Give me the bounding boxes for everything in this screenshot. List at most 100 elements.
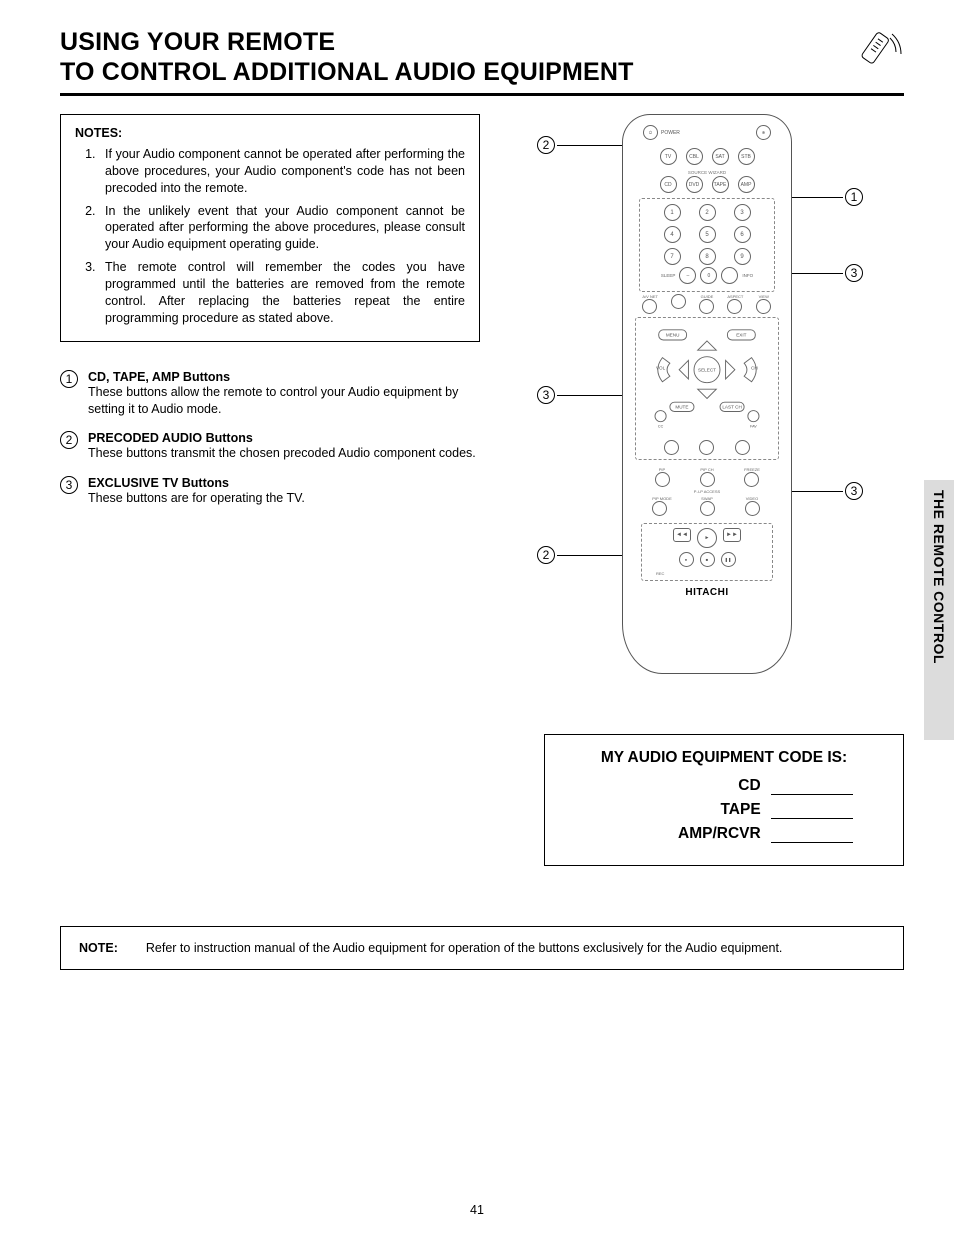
info-label: INFO bbox=[742, 273, 753, 278]
num-6-button: 6 bbox=[734, 226, 751, 243]
page-title: USING YOUR REMOTE TO CONTROL ADDITIONAL … bbox=[60, 28, 634, 87]
callout-3b: 3 bbox=[845, 482, 863, 500]
code-blank-cd[interactable] bbox=[771, 794, 853, 795]
pipmode-label: PIP MODE bbox=[652, 496, 672, 501]
small-btn bbox=[699, 440, 714, 455]
main-content: NOTES: If your Audio component cannot be… bbox=[60, 114, 904, 866]
pause-button: ❚❚ bbox=[721, 552, 736, 567]
mode-cd-button: CD bbox=[660, 176, 677, 193]
svg-text:CC: CC bbox=[658, 424, 664, 428]
view-label: VIEW bbox=[756, 294, 771, 299]
three-small-row bbox=[654, 440, 760, 455]
nav-cluster: MENU EXIT SELECT VOL CH MUTE LAST CH CC … bbox=[642, 324, 772, 434]
code-line-cd: CD bbox=[565, 777, 853, 795]
callout-line bbox=[787, 197, 843, 198]
definitions: 1 CD, TAPE, AMP Buttons These buttons al… bbox=[60, 370, 480, 508]
rec-label: REC bbox=[656, 571, 768, 576]
view-button bbox=[756, 299, 771, 314]
right-column: 2 1 3 3 3 2 bbox=[510, 114, 904, 866]
definition-body: EXCLUSIVE TV Buttons These buttons are f… bbox=[88, 476, 305, 507]
code-label-tape: TAPE bbox=[720, 801, 760, 818]
pip-button bbox=[655, 472, 670, 487]
bottom-note-box: NOTE: Refer to instruction manual of the… bbox=[60, 926, 904, 970]
bottom-note-label: NOTE: bbox=[79, 941, 118, 955]
callout-line bbox=[557, 145, 627, 146]
svg-text:MENU: MENU bbox=[666, 333, 680, 338]
info-button bbox=[721, 267, 738, 284]
definition-item: 3 EXCLUSIVE TV Buttons These buttons are… bbox=[60, 476, 480, 507]
side-tab-label: THE REMOTE CONTROL bbox=[931, 490, 947, 664]
mode-row-2: CD DVD TAPE AMP bbox=[633, 176, 781, 193]
svg-text:FAV: FAV bbox=[750, 424, 757, 428]
power-button: ⏻ bbox=[643, 125, 658, 140]
definition-text: These buttons transmit the chosen precod… bbox=[88, 445, 476, 462]
rec-button: ● bbox=[679, 552, 694, 567]
notes-box: NOTES: If your Audio component cannot be… bbox=[60, 114, 480, 342]
mode-amp-button: AMP bbox=[738, 176, 755, 193]
mode-sat-button: SAT bbox=[712, 148, 729, 165]
title-block: USING YOUR REMOTE TO CONTROL ADDITIONAL … bbox=[60, 28, 634, 87]
avnet-label: A/V NET bbox=[642, 294, 658, 299]
video-button bbox=[745, 501, 760, 516]
svg-text:SELECT: SELECT bbox=[698, 368, 716, 373]
remote-body: ⏻ POWER ✻ TV CBL SAT STB SOURCE WIZARD bbox=[622, 114, 792, 674]
sleep-row: SLEEP – 0 INFO bbox=[657, 267, 757, 284]
light-button: ✻ bbox=[756, 125, 771, 140]
code-line-tape: TAPE bbox=[565, 801, 853, 819]
transport-row-2: ● ■ ❚❚ bbox=[646, 552, 768, 567]
feat-button bbox=[671, 294, 686, 309]
callout-3-left: 3 bbox=[537, 386, 555, 404]
definition-title: EXCLUSIVE TV Buttons bbox=[88, 476, 305, 490]
bottom-note-text: Refer to instruction manual of the Audio… bbox=[146, 941, 783, 955]
page-header: USING YOUR REMOTE TO CONTROL ADDITIONAL … bbox=[60, 28, 904, 87]
code-line-amp: AMP/RCVR bbox=[565, 825, 853, 843]
callout-circle-2: 2 bbox=[537, 546, 555, 564]
circled-number-3: 3 bbox=[60, 476, 78, 494]
svg-text:VOL: VOL bbox=[656, 366, 666, 371]
source-wizard-label: SOURCE WIZARD bbox=[633, 170, 781, 175]
pipch-button bbox=[700, 472, 715, 487]
mode-stb-button: STB bbox=[738, 148, 755, 165]
small-btn bbox=[735, 440, 750, 455]
code-blank-amp[interactable] bbox=[771, 842, 853, 843]
code-box-title: MY AUDIO EQUIPMENT CODE IS: bbox=[565, 749, 883, 767]
header-underline bbox=[60, 93, 904, 96]
mode-row-1: TV CBL SAT STB bbox=[633, 148, 781, 165]
callout-2-bottom: 2 bbox=[537, 546, 555, 564]
callout-1: 1 bbox=[845, 188, 863, 206]
num-7-button: 7 bbox=[664, 248, 681, 265]
title-line-1: USING YOUR REMOTE bbox=[60, 28, 335, 56]
pip-label: PIP bbox=[655, 467, 670, 472]
definition-item: 1 CD, TAPE, AMP Buttons These buttons al… bbox=[60, 370, 480, 418]
remote-top-row: ⏻ POWER ✻ bbox=[633, 125, 781, 140]
num-2-button: 2 bbox=[699, 204, 716, 221]
aspect-button bbox=[727, 299, 742, 314]
guide-button bbox=[699, 299, 714, 314]
fastfwd-button: ►► bbox=[723, 528, 741, 542]
transport-box: ◄◄ ► ►► ● ■ ❚❚ REC bbox=[641, 523, 773, 581]
code-label-cd: CD bbox=[738, 777, 760, 794]
aspect-label: ASPECT bbox=[727, 294, 743, 299]
note-item: If your Audio component cannot be operat… bbox=[99, 146, 465, 197]
definition-text: These buttons are for operating the TV. bbox=[88, 490, 305, 507]
callout-2-top: 2 bbox=[537, 136, 555, 154]
swap-label: SWAP bbox=[700, 496, 715, 501]
numpad-box: 1 2 3 4 5 6 7 8 9 SLEEP – bbox=[639, 198, 775, 292]
video-label: VIDEO bbox=[745, 496, 760, 501]
callout-3a: 3 bbox=[845, 264, 863, 282]
code-blank-tape[interactable] bbox=[771, 818, 853, 819]
play-button: ► bbox=[697, 528, 717, 548]
callout-line bbox=[783, 273, 843, 274]
title-line-2: TO CONTROL ADDITIONAL AUDIO EQUIPMENT bbox=[60, 58, 634, 86]
svg-text:LAST CH: LAST CH bbox=[722, 405, 741, 410]
definition-body: CD, TAPE, AMP Buttons These buttons allo… bbox=[88, 370, 480, 418]
callout-circle-3: 3 bbox=[845, 482, 863, 500]
circled-number-1: 1 bbox=[60, 370, 78, 388]
num-3-button: 3 bbox=[734, 204, 751, 221]
numpad-grid: 1 2 3 4 5 6 7 8 9 bbox=[657, 204, 757, 265]
sleep-button: – bbox=[679, 267, 696, 284]
freeze-label: FREEZE bbox=[744, 467, 760, 472]
svg-text:CH: CH bbox=[751, 366, 758, 371]
remote-diagram: 2 1 3 3 3 2 bbox=[557, 114, 857, 694]
num-1-button: 1 bbox=[664, 204, 681, 221]
